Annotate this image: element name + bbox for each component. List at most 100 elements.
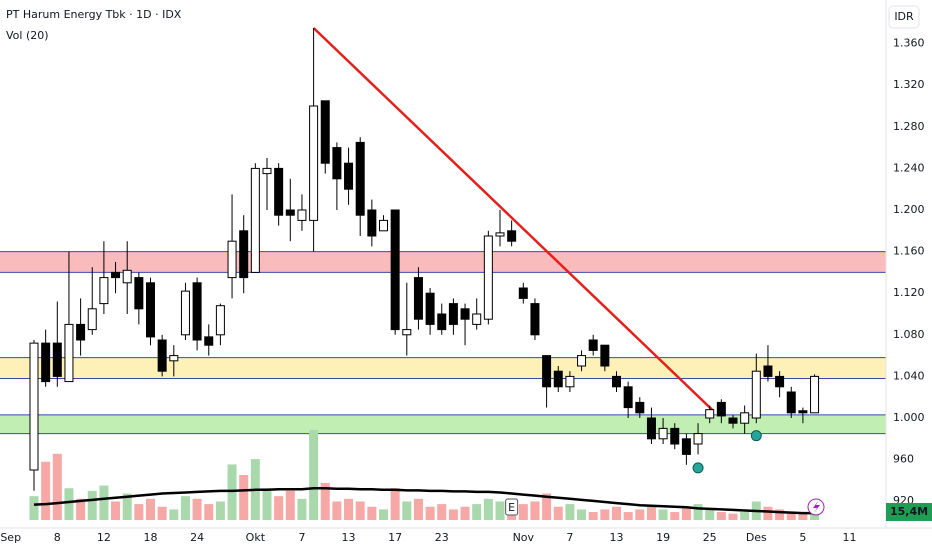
candle-body [448, 303, 458, 325]
candle-body [204, 336, 214, 346]
candle-body [41, 342, 51, 383]
candle-body [274, 167, 284, 216]
volume-bar [204, 504, 214, 520]
candle-body [320, 100, 330, 164]
candle-body [472, 313, 482, 325]
volume-bar [600, 509, 610, 520]
candle-body [775, 375, 785, 388]
y-tick-label: 1.240 [893, 161, 925, 174]
candle-body [437, 313, 447, 331]
candle-body [658, 427, 668, 440]
volume-bar [390, 488, 400, 520]
currency-box[interactable] [888, 5, 920, 29]
volume-bar [297, 498, 307, 520]
candle-body [157, 339, 167, 372]
volume-bar [29, 496, 39, 520]
candle-body [553, 370, 563, 388]
candle-body [518, 287, 528, 299]
candle-body [367, 209, 377, 237]
candle-body [763, 365, 773, 377]
y-tick-label: 1.200 [893, 203, 925, 216]
volume-bar [740, 512, 750, 520]
candle-body [565, 375, 575, 388]
candle-body [530, 303, 540, 336]
volume-bar [681, 506, 691, 520]
candle-body [705, 409, 715, 419]
volume-bar [728, 513, 738, 520]
chart-title: PT Harum Energy Tbk · 1D · IDX [6, 8, 182, 21]
volume-bar [775, 509, 785, 520]
volume-bar [425, 506, 435, 520]
y-tick-label: 1.360 [893, 37, 925, 50]
axes: 9209601.0001.0401.0801.1201.1601.2001.24… [0, 37, 932, 544]
candle-body [681, 438, 691, 455]
candle-body [344, 162, 354, 190]
volume-bar [122, 493, 132, 520]
y-tick-label: 1.000 [893, 411, 925, 424]
volume-bar [542, 493, 552, 520]
event-marker[interactable] [505, 498, 519, 516]
volume-bar [332, 501, 342, 520]
signal-marker [750, 430, 762, 442]
y-tick-label: 1.120 [893, 286, 925, 299]
volume-bar [635, 509, 645, 520]
volume-bar [588, 512, 598, 520]
x-tick-label: 5 [799, 531, 806, 544]
candle-body [810, 375, 820, 414]
volume-pane: E [29, 430, 820, 520]
volume-bar [134, 504, 144, 520]
volume-bar [309, 430, 319, 520]
volume-bar [786, 512, 796, 520]
x-tick-label: Sep [0, 531, 21, 544]
candle-body [786, 391, 796, 414]
y-tick-label: 1.040 [893, 369, 925, 382]
signal-marker [692, 462, 704, 474]
volume-bar [495, 501, 505, 520]
candle-body [134, 277, 144, 310]
event-label: E [508, 501, 515, 514]
volume-bar [716, 512, 726, 520]
candle-body [577, 355, 587, 367]
volume-bar [612, 506, 621, 520]
volume-bar [344, 498, 354, 520]
candle-body [588, 339, 598, 351]
volume-bar [262, 488, 272, 520]
candle-body [87, 308, 97, 331]
x-tick-label: 11 [843, 531, 857, 544]
candle-body [413, 277, 423, 320]
volume-bar [274, 496, 284, 520]
last-volume-box [886, 503, 932, 521]
y-tick-label: 1.280 [893, 120, 925, 133]
candle-body [483, 235, 493, 320]
x-tick-label: Des [746, 531, 767, 544]
candle-body [693, 433, 703, 445]
volume-bar [76, 498, 86, 520]
volume-bar [87, 490, 97, 520]
candle-body [623, 386, 633, 409]
candle-body [600, 344, 610, 367]
candle-body [29, 342, 39, 471]
candle-body [262, 167, 272, 175]
candle-body [390, 209, 400, 331]
candle-body [402, 329, 412, 336]
volume-bar [355, 501, 365, 520]
volume-bar [810, 511, 820, 520]
indicator-label: Vol (20) [6, 29, 49, 42]
candle-body [728, 417, 738, 424]
candle-body [379, 219, 388, 232]
volume-bar [472, 504, 482, 520]
candle-body [52, 342, 62, 377]
candle-body [239, 230, 249, 279]
candle-body [146, 282, 155, 338]
volume-bar [798, 513, 808, 520]
volume-bar [192, 498, 202, 520]
currency-label[interactable]: IDR [894, 10, 914, 23]
volume-bar [99, 485, 109, 520]
volume-bar [460, 506, 470, 520]
volume-bar [215, 501, 225, 520]
candle-body [355, 141, 365, 216]
y-tick-label: 1.320 [893, 78, 925, 91]
volume-bar [227, 464, 237, 520]
candle-body [425, 292, 435, 325]
volume-bar [693, 504, 703, 520]
